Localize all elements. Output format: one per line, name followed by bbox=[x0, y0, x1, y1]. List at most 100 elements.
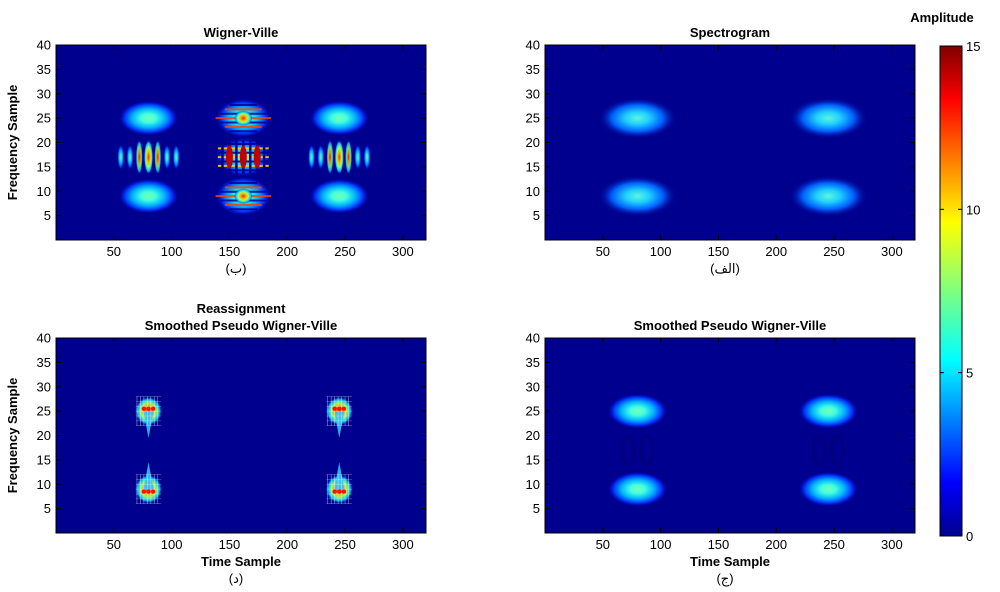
panel-3: 50 100 150 200 250 300 5 10 15 20 25 30 35 40 Reassign… bbox=[5, 301, 427, 586]
y-tick-label: 20 bbox=[526, 135, 540, 150]
y-tick-label: 40 bbox=[526, 38, 540, 53]
heatmap-component-blob bbox=[607, 471, 668, 507]
x-tick-label: 100 bbox=[161, 537, 183, 552]
x-tick-label: 150 bbox=[708, 537, 730, 552]
panel-1: 50 100 150 200 250 300 5 10 15 20 25 30 35 40 Wigner-V… bbox=[5, 25, 427, 276]
y-tick-label: 35 bbox=[37, 355, 51, 370]
panel-caption: (ج) bbox=[716, 571, 733, 587]
x-tick-label: 300 bbox=[392, 244, 414, 259]
x-tick-label: 250 bbox=[334, 537, 356, 552]
heatmap-background bbox=[56, 338, 426, 533]
heatmap-component-blob-wide bbox=[788, 97, 868, 139]
y-tick-label: 5 bbox=[533, 208, 540, 223]
x-tick-label: 200 bbox=[276, 537, 298, 552]
x-tick-label: 200 bbox=[765, 537, 787, 552]
chart-title: Reassignment bbox=[197, 301, 287, 316]
x-tick-label: 50 bbox=[596, 244, 610, 259]
y-tick-label: 20 bbox=[37, 135, 51, 150]
x-tick-label: 200 bbox=[276, 244, 298, 259]
heatmap-component-blob-wide bbox=[598, 97, 677, 139]
y-tick-label: 25 bbox=[526, 404, 540, 419]
colorbar: Amplitude 0 5 10 15 bbox=[910, 10, 980, 544]
y-tick-label: 10 bbox=[37, 477, 51, 492]
x-axis-label: Time Sample bbox=[201, 554, 281, 569]
heatmap-component-speckle-bottom bbox=[134, 462, 163, 505]
x-tick-label: 300 bbox=[392, 537, 414, 552]
heatmap-component-speckle-top bbox=[134, 396, 163, 438]
heatmap-background bbox=[545, 45, 915, 240]
y-tick-label: 30 bbox=[37, 379, 51, 394]
x-axis-label: Time Sample bbox=[690, 554, 770, 569]
x-tick-label: 100 bbox=[650, 537, 672, 552]
colorbar-tick-label: 5 bbox=[966, 366, 973, 381]
y-tick-label: 15 bbox=[526, 159, 540, 174]
heatmap-component-blob-wide bbox=[598, 175, 677, 217]
colorbar-label: Amplitude bbox=[910, 10, 974, 25]
heatmap-component-interference-checker bbox=[215, 137, 272, 177]
y-tick-label: 25 bbox=[37, 111, 51, 126]
heatmap-component-interference-horizontal bbox=[215, 98, 272, 138]
x-tick-label: 300 bbox=[881, 537, 903, 552]
chart-title: Spectrogram bbox=[690, 25, 770, 40]
y-tick-label: 25 bbox=[526, 111, 540, 126]
heatmap-background bbox=[545, 338, 915, 533]
x-tick-label: 250 bbox=[823, 244, 845, 259]
y-tick-label: 35 bbox=[526, 62, 540, 77]
y-tick-label: 35 bbox=[526, 355, 540, 370]
x-tick-label: 150 bbox=[219, 537, 241, 552]
heatmap-component-faint-ring bbox=[620, 434, 655, 467]
y-axis-label: Frequency Sample bbox=[5, 378, 20, 494]
x-tick-label: 100 bbox=[161, 244, 183, 259]
heatmap-component-blob bbox=[118, 100, 179, 136]
chart-title: Smoothed Pseudo Wigner-Ville bbox=[634, 318, 827, 333]
y-tick-label: 10 bbox=[37, 184, 51, 199]
panel-caption: (د) bbox=[229, 571, 243, 586]
y-tick-label: 5 bbox=[44, 208, 51, 223]
heatmap-component-blob bbox=[798, 471, 859, 507]
panel-caption: (الف) bbox=[710, 261, 740, 276]
chart-title: Smoothed Pseudo Wigner-Ville bbox=[145, 318, 338, 333]
y-tick-label: 15 bbox=[526, 452, 540, 467]
colorbar-tick-label: 0 bbox=[966, 529, 973, 544]
x-tick-label: 250 bbox=[334, 244, 356, 259]
heatmap-component-speckle-bottom bbox=[325, 462, 354, 505]
heatmap-component-interference-vertical bbox=[117, 139, 180, 175]
heatmap-component-interference-vertical bbox=[308, 139, 371, 175]
y-tick-label: 15 bbox=[37, 452, 51, 467]
heatmap-component-blob bbox=[607, 393, 668, 429]
heatmap-component-faint-ring bbox=[811, 434, 845, 467]
heatmap-component-blob bbox=[798, 393, 859, 429]
y-tick-label: 5 bbox=[44, 501, 51, 516]
y-tick-label: 30 bbox=[37, 86, 51, 101]
heatmap-component-interference-horizontal bbox=[215, 176, 272, 216]
y-tick-label: 5 bbox=[533, 501, 540, 516]
y-tick-label: 30 bbox=[526, 379, 540, 394]
x-tick-label: 250 bbox=[823, 537, 845, 552]
y-tick-label: 10 bbox=[526, 477, 540, 492]
heatmap-component-blob bbox=[118, 178, 179, 214]
y-tick-label: 35 bbox=[37, 62, 51, 77]
y-axis-label: Frequency Sample bbox=[5, 85, 20, 201]
y-tick-label: 20 bbox=[526, 428, 540, 443]
y-tick-label: 10 bbox=[526, 184, 540, 199]
colorbar-tick-label: 10 bbox=[966, 202, 980, 217]
chart-title: Wigner-Ville bbox=[204, 25, 279, 40]
x-tick-label: 50 bbox=[107, 244, 121, 259]
y-tick-label: 30 bbox=[526, 86, 540, 101]
x-tick-label: 100 bbox=[650, 244, 672, 259]
y-tick-label: 15 bbox=[37, 159, 51, 174]
heatmap-component-blob bbox=[309, 178, 370, 214]
colorbar-gradient bbox=[939, 45, 963, 537]
panel-2: 50 100 150 200 250 300 5 10 15 20 25 30 35 40 Spectrog… bbox=[526, 25, 916, 276]
heatmap-component-blob bbox=[309, 100, 370, 136]
panel-4: 50 100 150 200 250 300 5 10 15 20 25 30 35 40 Smoothed… bbox=[526, 318, 916, 587]
x-tick-label: 150 bbox=[219, 244, 241, 259]
y-tick-label: 20 bbox=[37, 428, 51, 443]
y-tick-label: 40 bbox=[37, 331, 51, 346]
y-tick-label: 40 bbox=[37, 38, 51, 53]
x-tick-label: 50 bbox=[596, 537, 610, 552]
colorbar-tick-label: 15 bbox=[966, 39, 980, 54]
x-tick-label: 150 bbox=[708, 244, 730, 259]
y-tick-label: 25 bbox=[37, 404, 51, 419]
